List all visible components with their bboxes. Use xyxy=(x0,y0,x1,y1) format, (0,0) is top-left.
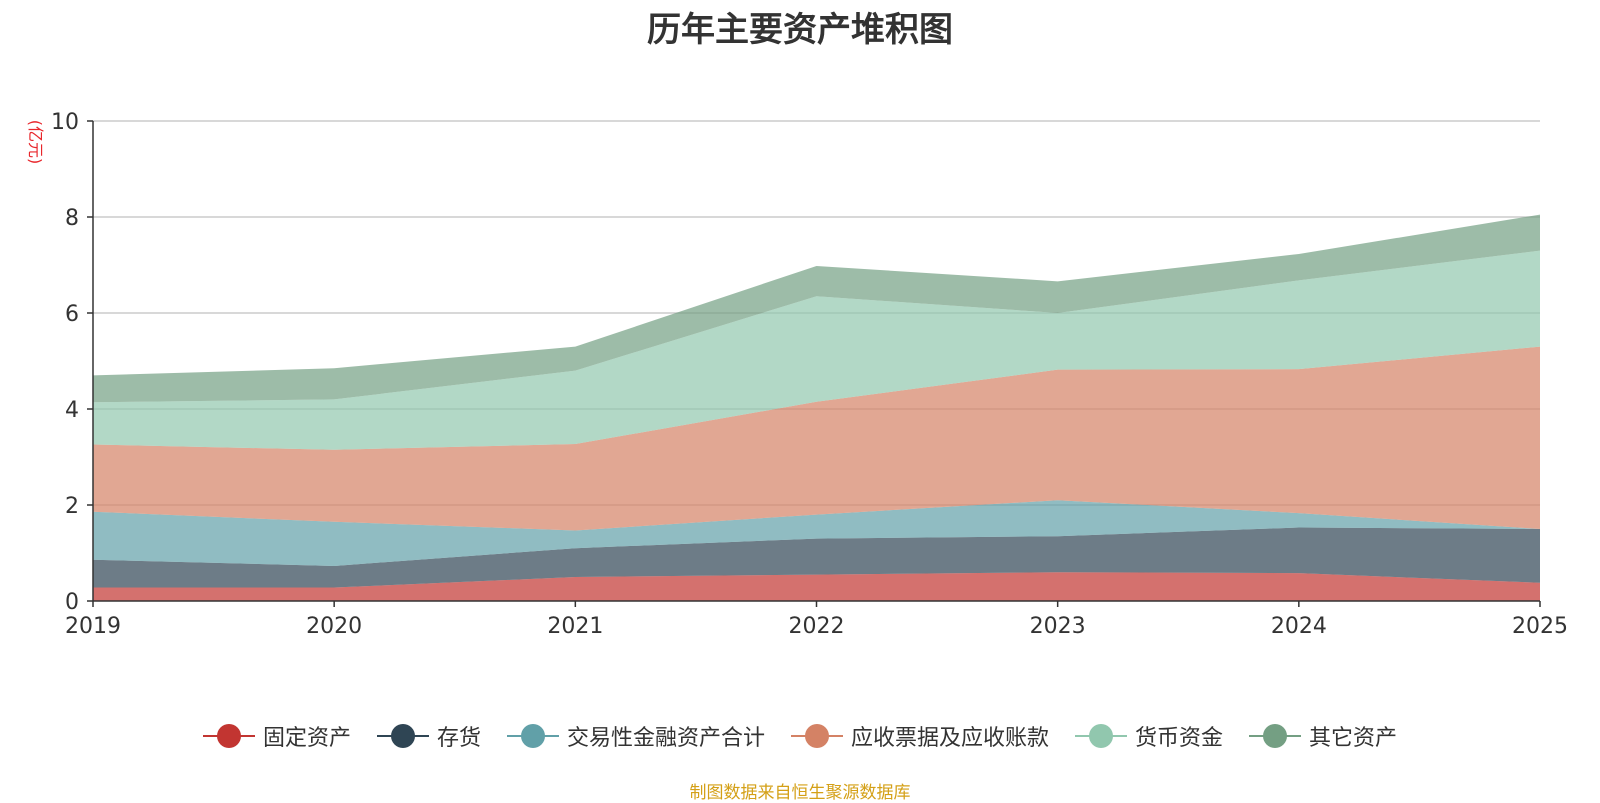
legend-item[interactable]: 货币资金 xyxy=(1075,720,1223,752)
x-tick-label: 2020 xyxy=(306,614,362,639)
area-series xyxy=(93,250,1540,450)
legend-label: 应收票据及应收账款 xyxy=(851,726,1050,751)
x-tick-label: 2024 xyxy=(1271,614,1327,639)
chart-title: 历年主要资产堆积图 xyxy=(647,10,953,50)
legend-label: 其它资产 xyxy=(1309,726,1398,751)
x-tick-label: 2023 xyxy=(1030,614,1086,639)
legend-label: 货币资金 xyxy=(1135,726,1224,751)
legend-item[interactable]: 交易性金融资产合计 xyxy=(506,720,765,752)
legend-marker-icon xyxy=(506,724,559,748)
y-tick-label: 8 xyxy=(65,206,79,231)
y-tick-label: 6 xyxy=(65,302,79,327)
area-series xyxy=(93,527,1540,588)
area-series xyxy=(93,500,1540,566)
legend: 固定资产 存货 交易性金融资产合计 应收票据及应收账款 货币资金 其它资产 xyxy=(0,720,1600,752)
x-tick-label: 2021 xyxy=(547,614,603,639)
area-series xyxy=(93,572,1540,601)
legend-marker-icon xyxy=(202,724,255,748)
x-tick-label: 2022 xyxy=(789,614,845,639)
y-tick-label: 0 xyxy=(65,590,79,615)
legend-label: 交易性金融资产合计 xyxy=(566,726,765,751)
y-tick-label: 2 xyxy=(65,494,79,519)
legend-item[interactable]: 其它资产 xyxy=(1249,720,1397,752)
legend-item[interactable]: 存货 xyxy=(376,720,481,752)
legend-item[interactable]: 应收票据及应收账款 xyxy=(791,720,1049,752)
legend-label: 存货 xyxy=(436,726,481,751)
x-tick-label: 2025 xyxy=(1512,614,1568,639)
x-tick-label: 2019 xyxy=(65,614,121,639)
legend-marker-icon xyxy=(791,724,843,748)
source-note: 制图数据来自恒生聚源数据库 xyxy=(689,783,911,803)
area-series xyxy=(93,346,1540,531)
y-tick-label: 4 xyxy=(65,398,79,423)
legend-marker-icon xyxy=(376,724,429,748)
y-axis-unit-label: (亿元) xyxy=(26,120,45,165)
legend-label: 固定资产 xyxy=(262,726,351,751)
legend-marker-icon xyxy=(1075,724,1128,748)
legend-item[interactable]: 固定资产 xyxy=(202,720,351,752)
area-series xyxy=(93,214,1540,403)
legend-marker-icon xyxy=(1249,724,1302,748)
y-tick-label: 10 xyxy=(51,110,79,135)
